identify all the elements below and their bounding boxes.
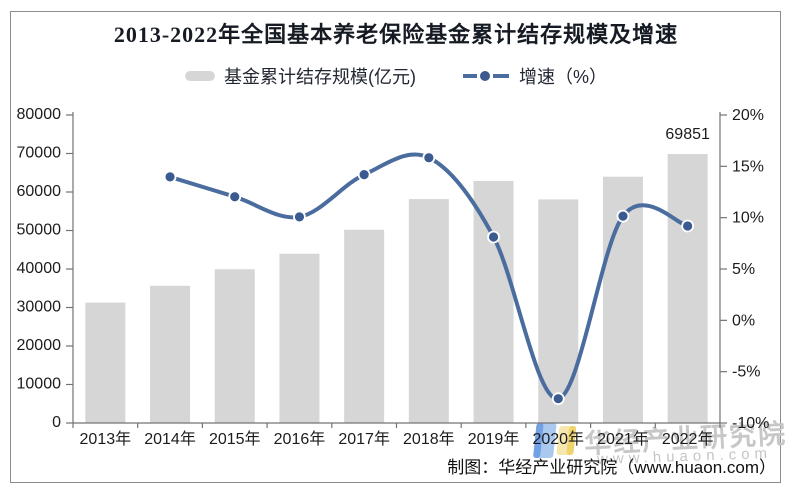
line-marker [293,210,306,224]
credit-line: 制图：华经产业研究院（www.huaon.com） [447,458,776,477]
left-axis-label: 40000 [17,260,62,277]
line-marker [357,168,371,182]
line-marker [551,392,565,406]
x-axis-label: 2021年 [597,430,649,448]
x-axis-label: 2019年 [468,430,520,448]
x-axis-label: 2020年 [532,430,584,448]
x-axis-label: 2015年 [209,430,261,448]
left-axis-label: 0 [52,414,61,431]
line-marker [163,170,177,184]
line-marker [422,151,436,165]
right-axis-label: 5% [732,261,755,278]
legend-item-bar: 基金累计结存规模(亿元) [184,63,416,89]
right-axis-label: 0% [732,312,755,329]
right-axis-label: -5% [732,364,760,381]
line-marker [487,230,500,244]
right-axis-label: 20% [732,107,764,124]
chart-title: 2013-2022年全国基本养老保险基金累计结存规模及增速 [113,22,679,47]
bar [214,269,255,423]
right-axis-label: 15% [732,158,764,175]
bar [473,180,514,423]
huaon-logo-icon [533,423,577,458]
line-marker [616,209,630,223]
bar [85,302,126,423]
right-axis-label: 10% [732,210,764,227]
x-axis-label: 2017年 [338,430,390,448]
x-axis-label: 2022年 [662,430,714,448]
bar [279,253,320,423]
legend-line-swatch [462,71,509,81]
line-marker [681,219,695,233]
legend-line-label: 增速（%） [518,67,607,87]
legend-bar-swatch [184,71,215,81]
bar [150,285,191,423]
bar-value-label: 69851 [665,126,710,143]
bar [667,154,708,423]
right-axis-label: -10% [732,415,769,432]
left-axis-label: 20000 [17,337,62,354]
left-axis-label: 70000 [17,145,62,162]
left-axis-label: 30000 [17,299,62,316]
x-axis-label: 2013年 [80,430,132,448]
bar [538,199,579,423]
left-axis-label: 10000 [17,376,62,393]
x-axis-label: 2014年 [144,430,196,448]
legend-item-line: 增速（%） [462,63,607,89]
x-axis-label: 2016年 [274,430,326,448]
bar [344,229,385,423]
growth-line [168,152,690,401]
bar [408,199,449,423]
x-axis-label: 2018年 [403,430,455,448]
line-marker [228,190,242,204]
legend: 基金累计结存规模(亿元) 增速（%） [0,62,792,90]
left-axis-label: 80000 [17,106,62,123]
left-axis-label: 60000 [17,183,62,200]
legend-bar-label: 基金累计结存规模(亿元) [223,67,416,87]
left-axis-label: 50000 [17,222,62,239]
